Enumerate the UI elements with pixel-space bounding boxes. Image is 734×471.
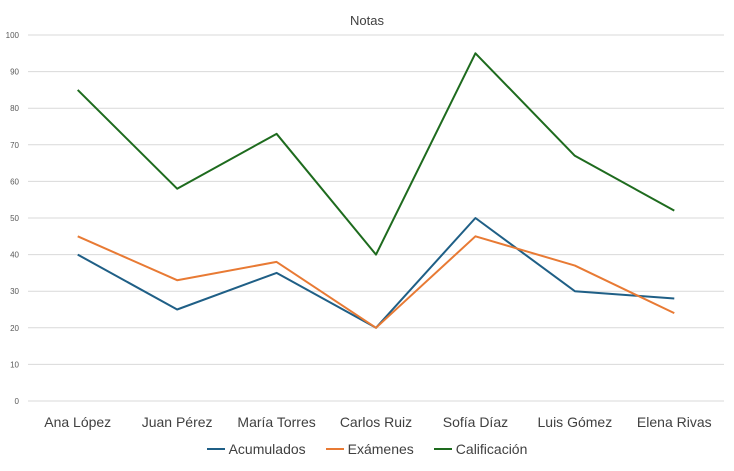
legend-item: Exámenes [325,441,414,457]
y-tick-label: 40 [10,251,19,260]
y-tick-label: 60 [10,177,19,186]
x-tick-label: María Torres [237,414,315,430]
y-tick-label: 90 [10,68,19,77]
series-line-examenes [77,235,675,329]
x-tick-label: Sofía Díaz [443,414,508,430]
chart-title: Notas [350,13,384,28]
legend-label: Calificación [455,441,528,457]
series-line-acumulados [77,217,675,329]
y-tick-label: 30 [10,287,19,296]
series-line-calificacion [77,52,675,256]
legend-swatch [325,448,344,450]
y-tick-label: 80 [10,104,19,113]
y-tick-label: 100 [6,31,20,40]
chart-legend: Acumulados Exámenes Calificación [0,441,734,457]
legend-swatch [206,448,225,450]
legend-label: Acumulados [228,441,306,457]
y-tick-label: 0 [15,397,20,406]
x-tick-label: Ana López [44,414,111,430]
x-tick-label: Juan Pérez [142,414,213,430]
legend-label: Exámenes [347,441,414,457]
y-tick-label: 50 [10,214,19,223]
legend-swatch [433,448,452,450]
y-tick-label: 70 [10,141,19,150]
x-tick-label: Carlos Ruiz [340,414,412,430]
y-tick-label: 20 [10,324,19,333]
y-tick-label: 10 [10,360,19,369]
legend-item: Calificación [433,441,528,457]
legend-item: Acumulados [206,441,306,457]
x-tick-label: Elena Rivas [637,414,712,430]
x-tick-label: Luis Gómez [538,414,613,430]
